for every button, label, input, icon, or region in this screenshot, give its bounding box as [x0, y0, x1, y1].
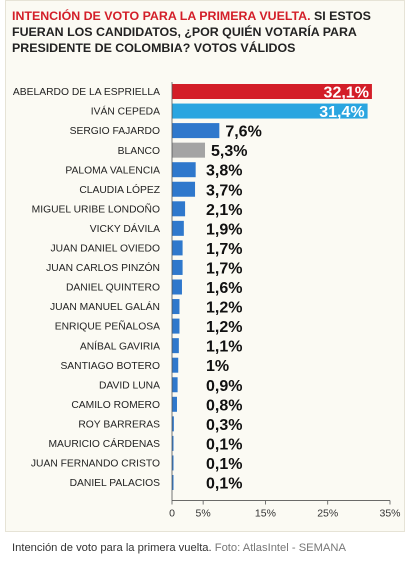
bar — [172, 123, 220, 139]
value-label: 1,2% — [206, 319, 242, 336]
bar — [172, 435, 174, 451]
x-tick-label: 35% — [379, 508, 400, 520]
category-label: JUAN DANIEL OVIEDO — [51, 244, 160, 255]
bar — [172, 259, 183, 275]
value-label: 1,7% — [206, 260, 242, 277]
value-label: 0,1% — [206, 476, 242, 493]
bar — [172, 416, 174, 432]
bar — [172, 220, 184, 236]
value-label: 7,6% — [225, 124, 261, 141]
bar — [172, 357, 179, 373]
category-label: CAMILO ROMERO — [71, 400, 160, 411]
category-label: SANTIAGO BOTERO — [60, 361, 160, 372]
image-caption: Intención de voto para la primera vuelta… — [12, 542, 346, 554]
category-label: ROY BARRERAS — [78, 419, 160, 430]
chart-title-rest: SI ESTOS FUERAN LOS CANDIDATOS, ¿POR QUI… — [12, 9, 371, 55]
bar — [172, 240, 183, 256]
bar — [172, 318, 180, 334]
bar — [172, 181, 196, 197]
category-label: ANÍBAL GAVIRIA — [80, 339, 160, 352]
bar — [172, 455, 174, 471]
value-label: 0,1% — [206, 456, 242, 473]
value-label: 2,1% — [206, 202, 242, 219]
category-label: PALOMA VALENCIA — [65, 165, 160, 176]
bar — [172, 162, 196, 178]
category-label: DAVID LUNA — [99, 380, 160, 391]
category-label: JUAN MANUEL GALÁN — [50, 300, 160, 313]
category-label: IVÁN CEPEDA — [91, 105, 160, 118]
x-tick-label: 5% — [196, 508, 211, 520]
value-label: 0,9% — [206, 378, 242, 395]
caption-text: Intención de voto para la primera vuelta… — [12, 542, 212, 554]
value-label: 1,6% — [206, 280, 242, 297]
x-tick-label: 25% — [317, 508, 338, 520]
category-label: BLANCO — [118, 146, 160, 157]
value-label: 1,2% — [206, 300, 242, 317]
chart-title-highlight: INTENCIÓN DE VOTO PARA LA PRIMERA VUELTA… — [12, 9, 311, 23]
category-label: JUAN CARLOS PINZÓN — [46, 261, 160, 274]
value-label: 31,4% — [319, 104, 364, 121]
category-label: SERGIO FAJARDO — [70, 126, 160, 137]
bar — [172, 338, 179, 354]
category-label: ABELARDO DE LA ESPRIELLA — [13, 87, 160, 98]
category-label: MIGUEL URIBE LONDOÑO — [32, 202, 160, 215]
category-label: MAURICIO CÁRDENAS — [48, 437, 160, 450]
value-label: 0,1% — [206, 436, 242, 453]
bar — [172, 201, 186, 217]
category-label: DANIEL PALACIOS — [70, 478, 161, 489]
value-label: 1,9% — [206, 221, 242, 238]
bar — [172, 103, 368, 119]
bar — [172, 279, 182, 295]
value-label: 1,1% — [206, 339, 242, 356]
bar — [172, 475, 174, 490]
value-label: 32,1% — [324, 85, 369, 102]
bar — [172, 84, 372, 99]
value-label: 1,7% — [206, 241, 242, 258]
category-label: JUAN FERNANDO CRISTO — [31, 459, 160, 470]
category-label: ENRIQUE PEÑALOSA — [55, 320, 160, 333]
value-label: 1% — [206, 358, 229, 375]
bar — [172, 377, 178, 393]
bar — [172, 299, 180, 315]
category-label: CLAUDIA LÓPEZ — [79, 183, 160, 196]
value-label: 3,8% — [206, 163, 242, 180]
value-label: 0,8% — [206, 397, 242, 414]
category-label: VICKY DÁVILA — [90, 222, 160, 235]
category-label: DANIEL QUINTERO — [66, 283, 160, 294]
value-label: 0,3% — [206, 417, 242, 434]
chart-title: INTENCIÓN DE VOTO PARA LA PRIMERA VUELTA… — [12, 8, 397, 56]
bar — [172, 396, 177, 412]
value-label: 3,7% — [206, 182, 242, 199]
x-tick-label: 0 — [169, 508, 175, 520]
x-tick-label: 15% — [255, 508, 276, 520]
caption-source: Foto: AtlasIntel - SEMANA — [214, 542, 346, 554]
bar — [172, 142, 206, 158]
value-label: 5,3% — [211, 143, 247, 160]
